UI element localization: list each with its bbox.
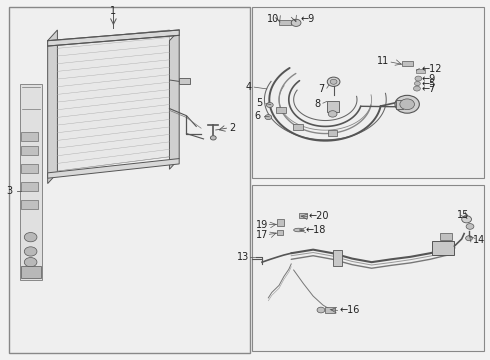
Bar [22, 146, 38, 155]
Bar [277, 230, 283, 235]
Text: ←18: ←18 [306, 225, 326, 235]
Circle shape [466, 236, 472, 241]
Text: 2: 2 [229, 123, 236, 133]
Circle shape [267, 103, 273, 108]
Text: 14: 14 [473, 235, 485, 245]
Text: 19: 19 [256, 220, 269, 230]
Text: 8: 8 [314, 99, 320, 109]
Text: 1: 1 [110, 6, 117, 17]
Text: 6: 6 [254, 111, 261, 121]
Bar [298, 213, 307, 217]
Bar [333, 250, 343, 266]
Bar [277, 219, 284, 226]
Bar [279, 19, 291, 24]
Text: ←5: ←5 [421, 78, 436, 89]
Bar [396, 100, 403, 109]
Bar [276, 107, 286, 113]
Bar [22, 200, 38, 208]
Polygon shape [57, 30, 170, 171]
Bar [433, 241, 454, 255]
Bar [293, 124, 303, 130]
Text: 3: 3 [6, 186, 12, 196]
Text: 11: 11 [377, 57, 389, 66]
Text: 13: 13 [237, 252, 249, 262]
Circle shape [330, 79, 337, 84]
Circle shape [24, 247, 37, 256]
Text: 17: 17 [256, 230, 269, 240]
Circle shape [400, 99, 415, 110]
Polygon shape [170, 30, 179, 169]
Bar [179, 78, 190, 84]
Bar [20, 84, 42, 280]
Bar [21, 266, 41, 278]
Bar [22, 132, 38, 141]
Circle shape [462, 216, 471, 223]
Text: ←9: ←9 [300, 14, 315, 24]
Text: ←16: ←16 [340, 305, 360, 315]
Circle shape [291, 19, 301, 26]
Ellipse shape [294, 228, 303, 232]
Circle shape [466, 224, 474, 229]
Text: ←7: ←7 [421, 84, 436, 94]
Bar [328, 130, 338, 136]
Bar [22, 182, 38, 191]
Bar [22, 164, 38, 173]
Bar [440, 233, 452, 240]
Text: ←12: ←12 [421, 64, 442, 73]
Bar [9, 7, 250, 353]
Bar [327, 102, 339, 112]
Text: 7: 7 [318, 84, 324, 94]
Circle shape [415, 81, 420, 86]
Circle shape [328, 111, 337, 117]
Text: 15: 15 [457, 210, 470, 220]
Bar [252, 185, 484, 351]
Polygon shape [48, 30, 179, 46]
Bar [325, 307, 335, 313]
Text: 5: 5 [256, 98, 262, 108]
Circle shape [317, 307, 325, 313]
Polygon shape [48, 158, 179, 178]
Circle shape [415, 76, 422, 81]
Bar [416, 69, 425, 73]
Polygon shape [48, 30, 57, 184]
Circle shape [414, 86, 420, 91]
Text: 4: 4 [245, 82, 252, 92]
Circle shape [395, 95, 419, 113]
Circle shape [327, 77, 340, 86]
Text: ←20: ←20 [308, 211, 329, 221]
Bar [252, 7, 484, 178]
Circle shape [210, 136, 216, 140]
Circle shape [24, 233, 37, 242]
Text: 10: 10 [267, 14, 279, 23]
Bar [402, 62, 413, 66]
Circle shape [265, 114, 272, 120]
Circle shape [24, 257, 37, 267]
Text: ←9: ←9 [421, 73, 436, 84]
